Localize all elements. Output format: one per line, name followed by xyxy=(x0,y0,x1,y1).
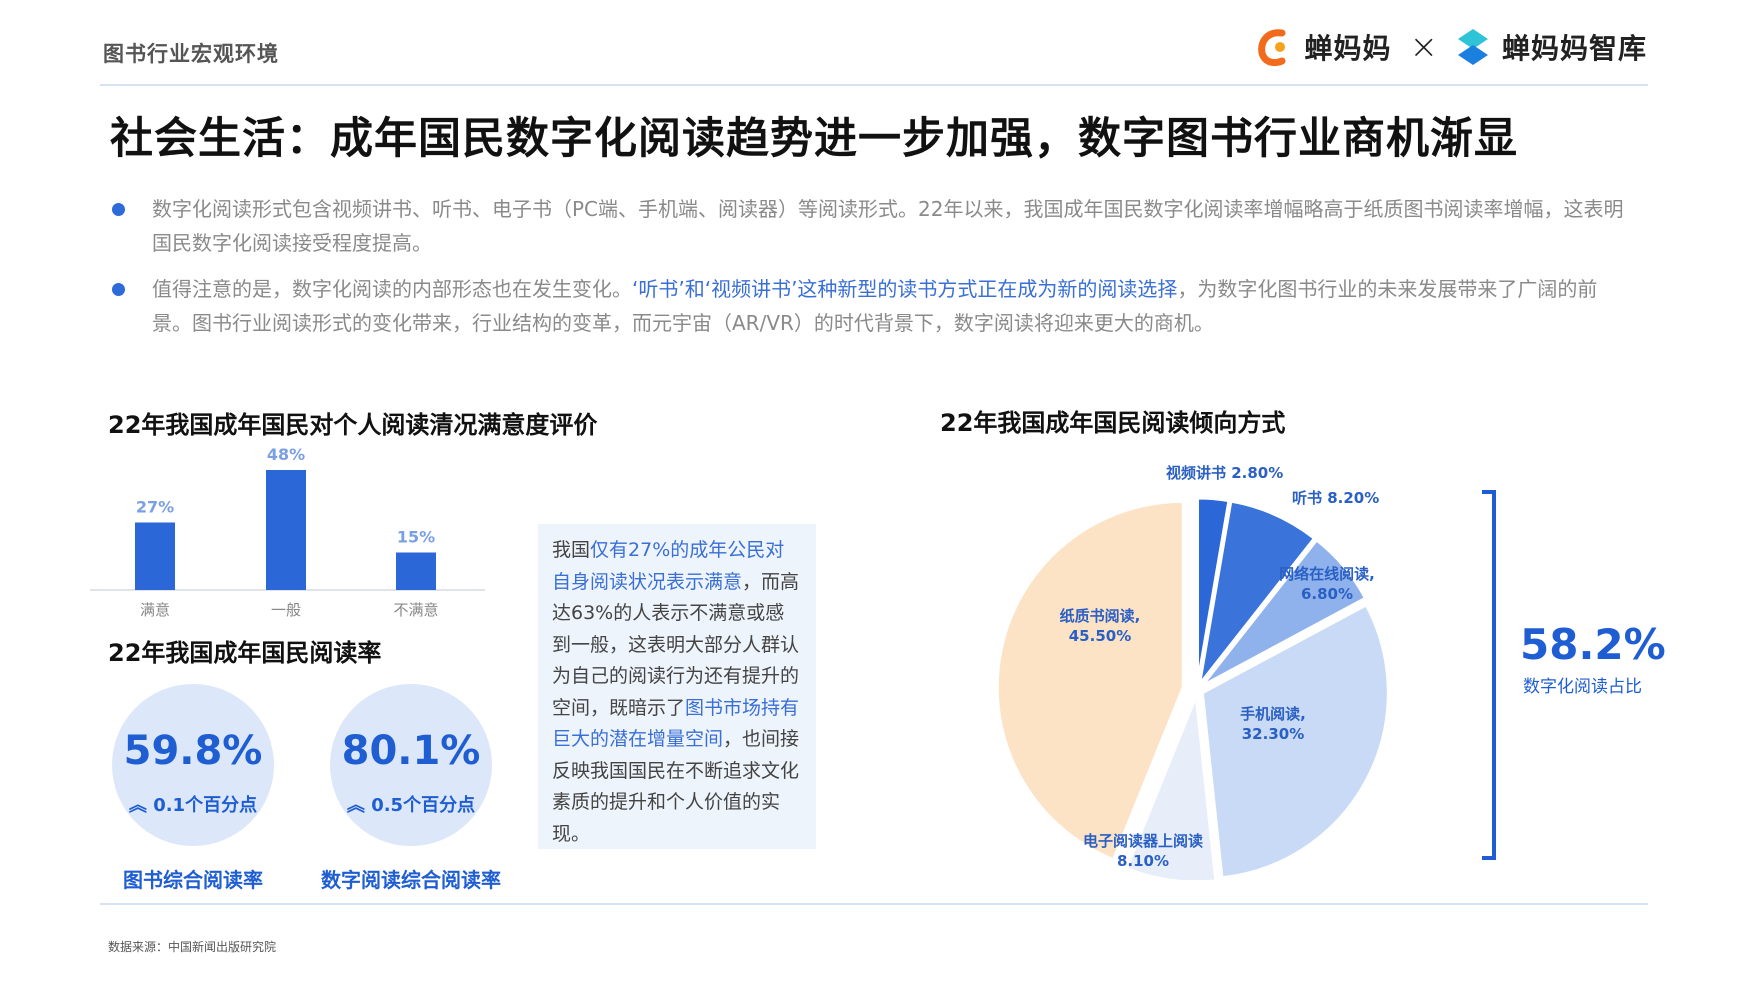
pie-label-mobile-name: 手机阅读, xyxy=(1240,705,1306,723)
bullet-text-pre: 值得注意的是，数字化阅读的内部形态也在发生变化。 xyxy=(152,277,632,301)
digital-rate-change: ︽ 0.5个百分点 xyxy=(346,795,476,816)
zhiku-logo-icon xyxy=(1456,27,1490,67)
pie-label-paper-name: 纸质书阅读, xyxy=(1060,607,1141,625)
digital-share-value: 58.2% xyxy=(1520,620,1666,669)
chanmama-logo-icon xyxy=(1256,27,1292,67)
pie-slice-3 xyxy=(1200,602,1390,880)
bullet-item: 数字化阅读形式包含视频讲书、听书、电子书（PC端、手机端、阅读器）等阅读形式。2… xyxy=(112,192,1632,260)
bar-value-label: 48% xyxy=(267,445,305,464)
reading-rate-value: 59.8% xyxy=(123,728,263,774)
digital-rate-label: 数字阅读综合阅读率 xyxy=(321,868,501,892)
digital-share-label: 数字化阅读占比 xyxy=(1523,677,1642,697)
up-chevron-icon: ︽ xyxy=(128,795,154,816)
pie-label-mobile-value: 32.30% xyxy=(1242,725,1304,743)
digital-rate-value: 80.1% xyxy=(341,728,481,774)
bar-1 xyxy=(266,470,306,590)
reading-mode-pie-chart: 视频讲书 2.80% 听书 8.20% 网络在线阅读, 6.80% 手机阅读, … xyxy=(995,464,1390,880)
reading-rate-change: ︽ 0.1个百分点 xyxy=(128,795,258,816)
reading-rate-circle xyxy=(112,684,274,846)
pie-label-paper-value: 45.50% xyxy=(1069,627,1131,645)
digital-rate-circle xyxy=(330,684,492,846)
pie-label-ereader-name: 电子阅读器上阅读 xyxy=(1083,832,1203,850)
pie-label-video: 视频讲书 2.80% xyxy=(1166,464,1283,482)
footer-divider xyxy=(100,903,1648,905)
pie-slice-0 xyxy=(1196,496,1231,685)
digital-bracket xyxy=(1482,490,1496,860)
page-title: 社会生活：成年国民数字化阅读趋势进一步加强，数字图书行业商机渐显 xyxy=(110,114,1518,164)
bullet-text-post: ，为数字化图书行业的未来发展带来了广阔的前景。图书行业阅读形式的变化带来，行业结… xyxy=(152,277,1598,335)
pie-slice-4 xyxy=(1124,695,1218,880)
bullet-dot-icon xyxy=(112,203,125,216)
bar-2 xyxy=(396,552,436,590)
reading-rate-label: 图书综合阅读率 xyxy=(123,868,263,892)
pie-slice-1 xyxy=(1197,499,1317,686)
bar-value-label: 15% xyxy=(397,528,435,547)
insight-text: 我国仅有27%的成年公民对自身阅读状况表示满意，而高达63%的人表示不满意或感到… xyxy=(552,539,800,845)
bullet-text-highlight: ‘听书’和‘视频讲书’这种新型的读书方式正在成为新的阅读选择 xyxy=(632,277,1178,301)
pie-label-audio: 听书 8.20% xyxy=(1292,489,1379,507)
pie-label-online-name: 网络在线阅读, xyxy=(1279,565,1375,583)
insight-box xyxy=(538,524,816,849)
bullet-dot-icon xyxy=(112,283,125,296)
pie-slice-5 xyxy=(995,499,1185,862)
bar-0 xyxy=(135,522,175,590)
bullet-item: 值得注意的是，数字化阅读的内部形态也在发生变化。‘听书’和‘视频讲书’这种新型的… xyxy=(112,272,1632,340)
reading-rate-title: 22年我国成年国民阅读率 xyxy=(108,639,382,667)
pie-label-online-value: 6.80% xyxy=(1301,585,1353,603)
bar-value-label: 27% xyxy=(136,498,174,517)
section-tag: 图书行业宏观环境 xyxy=(103,42,279,66)
bar-category-label: 不满意 xyxy=(393,601,438,619)
bullet-list: 数字化阅读形式包含视频讲书、听书、电子书（PC端、手机端、阅读器）等阅读形式。2… xyxy=(112,192,1632,352)
pie-slice-2 xyxy=(1200,537,1368,688)
logo-left-text: 蝉妈妈 xyxy=(1304,32,1392,65)
data-source: 数据来源：中国新闻出版研究院 xyxy=(108,940,277,954)
pie-chart-title: 22年我国成年国民阅读倾向方式 xyxy=(940,409,1286,437)
up-chevron-icon: ︽ xyxy=(346,795,372,816)
pie-label-ereader-value: 8.10% xyxy=(1117,852,1169,870)
bar-category-label: 一般 xyxy=(271,601,301,619)
bar-chart-title: 22年我国成年国民对个人阅读清况满意度评价 xyxy=(108,411,598,439)
bullet-text: 数字化阅读形式包含视频讲书、听书、电子书（PC端、手机端、阅读器）等阅读形式。2… xyxy=(152,197,1624,255)
logo-separator: × xyxy=(1409,27,1438,67)
satisfaction-bar-chart: 27% 满意 48% 一般 15% 不满意 xyxy=(90,445,485,619)
logo-right-text: 蝉妈妈智库 xyxy=(1501,32,1647,65)
brand-logos: 蝉妈妈 × 蝉妈妈智库 xyxy=(1256,24,1647,70)
bar-category-label: 满意 xyxy=(140,601,170,619)
header-divider xyxy=(100,84,1648,86)
